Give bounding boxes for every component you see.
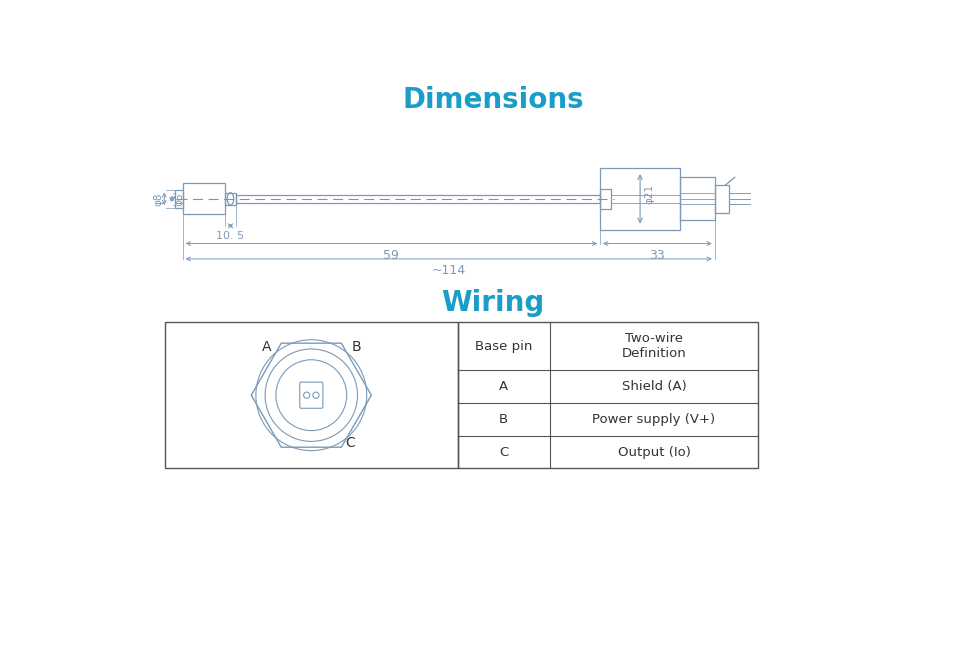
Text: φ8: φ8 (153, 192, 163, 205)
Bar (714, 185, 727, 213)
Text: A: A (499, 380, 507, 393)
Bar (600, 168, 679, 230)
Text: Power supply (V+): Power supply (V+) (592, 413, 715, 426)
Text: A: A (261, 340, 271, 354)
Text: 10. 5: 10. 5 (216, 231, 244, 241)
Text: Output (Io): Output (Io) (617, 445, 690, 459)
Bar (225, 193, 235, 205)
Bar (600, 189, 610, 209)
Text: C: C (499, 445, 508, 459)
Bar (679, 177, 714, 220)
Bar (183, 184, 225, 215)
Bar (175, 190, 183, 208)
Text: 59: 59 (383, 249, 399, 262)
Text: Wiring: Wiring (441, 289, 544, 317)
Text: B: B (351, 340, 360, 354)
Bar (457, 322, 757, 468)
Text: Dimensions: Dimensions (402, 87, 583, 114)
Text: B: B (499, 413, 507, 426)
Text: Definition: Definition (621, 348, 685, 360)
Bar (165, 322, 457, 468)
Text: φ6: φ6 (174, 192, 185, 205)
Text: Base pin: Base pin (475, 340, 532, 353)
Bar (235, 195, 600, 203)
Text: C: C (345, 436, 355, 450)
Text: φ21: φ21 (644, 184, 654, 204)
Text: Two-wire: Two-wire (625, 332, 682, 345)
Text: ~114: ~114 (431, 264, 465, 277)
Text: Shield (A): Shield (A) (621, 380, 685, 393)
Text: 33: 33 (649, 249, 665, 262)
